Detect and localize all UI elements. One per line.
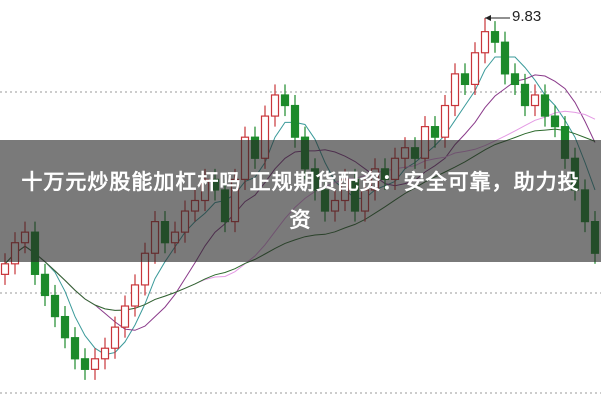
candle-down [430,126,440,138]
candle-down [490,31,500,43]
candle-up [530,94,540,107]
candle-down [60,315,70,339]
candle-up [270,94,280,117]
candle-down [50,294,60,318]
peak-arrow [485,14,491,21]
candle-down [80,358,90,370]
title-overlay-text: 十万元炒股能加杠杆吗 正规期货配资：安全可靠，助力投资 [21,170,580,232]
candle-up [130,284,140,307]
title-banner: 十万元炒股能加杠杆吗 正规期货配资：安全可靠，助力投资 [0,140,601,262]
candle-down [520,83,530,107]
peak-price-label: 9.83 [512,7,542,25]
candle-down [460,73,470,86]
candle-down [40,273,50,297]
candle-down [500,41,510,75]
candle-down [70,337,80,360]
candle-up [120,305,130,328]
candle-down [510,73,520,86]
candle-up [90,358,100,370]
candle-up [450,73,460,107]
candle-down [550,115,560,128]
candle-down [540,94,550,117]
candle-up [480,31,490,54]
candle-down [280,94,290,107]
candle-up [100,347,110,360]
candle-down [290,104,300,138]
candle-up [440,104,450,138]
candle-up [0,263,10,275]
candle-up [110,326,120,349]
candle-up [470,52,480,86]
